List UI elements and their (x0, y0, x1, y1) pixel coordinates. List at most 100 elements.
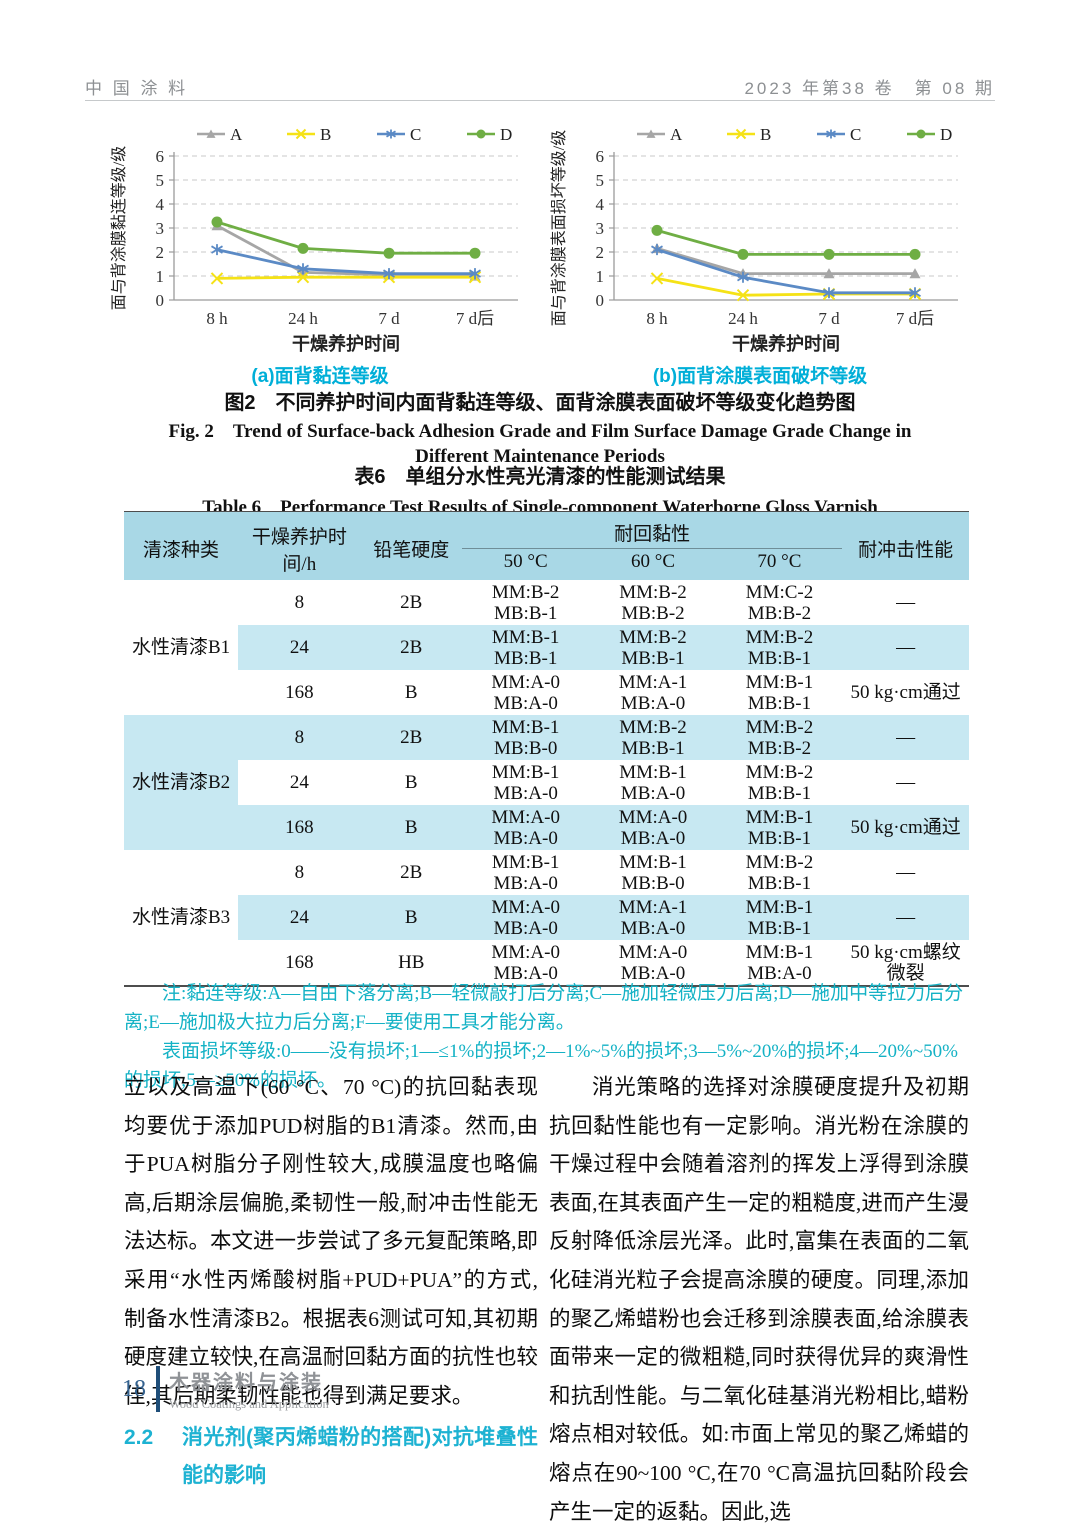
antitack-value: MM:B-1 (491, 851, 560, 873)
antitack-value: MM:B-1 (745, 896, 814, 918)
antitack-70c-cell: MM:B-2 MB:B-1 (716, 625, 843, 670)
antitack-70c-cell: MM:B-1 MB:B-1 (717, 670, 843, 715)
y-tick-label: 3 (596, 219, 605, 238)
antitack-value: MB:B-1 (621, 737, 685, 759)
antitack-60c-cell: MM:B-1 MB:A-0 (589, 760, 716, 805)
impact-cell: — (842, 625, 969, 670)
table-row: 24 B MM:B-1 MB:A-0 MM:B-1 MB:A-0 MM:B-2 MB:B-1— (124, 760, 969, 805)
x-tick-label: 24 h (288, 309, 318, 328)
antitack-value: MM:B-2 (745, 716, 814, 738)
footer-bar (156, 1366, 160, 1412)
drying-time-cell: 168 (238, 805, 361, 850)
section-heading-2-2: 2.2 消光剂(聚丙烯蜡粉的搭配)对抗堆叠性能的影响 (124, 1419, 538, 1495)
antitack-value: MB:A-0 (493, 782, 558, 804)
x-tick-label: 7 d后 (456, 309, 494, 328)
asterisk-marker (386, 129, 396, 139)
body-paragraph-left: 立以及高温下(60 °C、70 °C)的抗回黏表现均要优于添加PUD树脂的B1清… (124, 1075, 538, 1408)
y-tick-label: 2 (156, 243, 165, 262)
table-row: 水性清漆B3 8 2B MM:B-1 MB:A-0 MM:B-1 MB:B-0 MM:B-2 M… (124, 850, 969, 929)
triangle-marker (909, 268, 921, 279)
note-damage-grades: 表面损坏等级:0——没有损坏;1—≤1%的损坏;2—1%~5%的损坏;3—5%~… (124, 1041, 958, 1091)
performance-table: 清漆种类 干燥养护时间/h 铅笔硬度 耐回黏性 耐冲击性能 50 °C 60 °… (124, 511, 969, 987)
x-marker (295, 128, 307, 140)
col-header-impact: 耐冲击性能 (842, 511, 969, 580)
antitack-70c-cell: MM:B-2 MB:B-1 (717, 760, 843, 805)
antitack-60c-cell: MM:B-2 MB:B-1 (589, 715, 717, 760)
legend-label: D (940, 125, 952, 144)
antitack-value: MM:A-0 (618, 941, 688, 963)
antitack-value: MM:B-1 (491, 626, 560, 648)
antitack-50c-cell: MM:A-0 MB:A-0 (461, 895, 590, 940)
antitack-60c-cell: MM:A-0 MB:A-0 (589, 940, 716, 986)
x-tick-label: 7 d后 (896, 309, 934, 328)
y-tick-label: 6 (156, 147, 165, 166)
header-divider (85, 100, 995, 101)
asterisk-marker (297, 263, 309, 275)
chart-b-caption: (b)面背涂膜表面破坏等级 (652, 366, 868, 387)
circle-marker (916, 129, 926, 139)
series-line-B (216, 275, 475, 280)
antitack-value: MB:A-0 (747, 962, 812, 984)
antitack-value: MB:B-2 (747, 602, 812, 624)
antitack-value: MM:B-1 (745, 806, 814, 828)
impact-cell: — (896, 772, 916, 793)
table-row: 168 HB MM:A-0 MB:A-0 MM:A-0 MB:A-0 MM:B-1 MB:A-… (124, 940, 969, 986)
legend-label: B (760, 125, 771, 144)
antitack-value: MM:A-0 (491, 671, 560, 693)
series-line-D (656, 229, 915, 256)
antitack-value: MB:B-1 (493, 602, 558, 624)
antitack-70c-cell: MM:B-1 MB:B-1 (716, 895, 843, 940)
table-row: 水性清漆B1 8 2B MM:B-2 MB:B-1 MM:B-2 MB:B-2 MM:C-2 M… (124, 580, 969, 659)
impact-cell: 50 kg·cm通过 (842, 805, 969, 850)
antitack-50c-cell: MM:B-2 MB:B-1 (462, 580, 589, 625)
antitack-value: MM:B-2 (745, 626, 814, 648)
antitack-60c-cell: MM:A-1 MB:A-0 (589, 670, 716, 715)
section-number: 2.2 (124, 1426, 154, 1450)
antitack-value: MB:B-2 (621, 602, 685, 624)
issue-info: 2023 年第38 卷 第 08 期 (744, 79, 995, 98)
antitack-value: MB:A-0 (620, 962, 686, 984)
antitack-value: MB:A-0 (493, 692, 558, 714)
table-6: 清漆种类 干燥养护时间/h 铅笔硬度 耐回黏性 耐冲击性能 50 °C 60 °… (124, 511, 969, 987)
antitack-value: MB:B-0 (493, 737, 558, 759)
body-paragraph-right: 消光策略的选择对涂膜硬度提升及初期抗回黏性能也有一定影响。消光粉在涂膜的干燥过程… (549, 1075, 969, 1524)
legend-label: C (410, 125, 421, 144)
col-header-drying-time: 干燥养护时间/h (238, 511, 361, 580)
y-tick-label: 3 (156, 219, 165, 238)
body-column-left: 立以及高温下(60 °C、70 °C)的抗回黏表现均要优于添加PUD树脂的B1清… (124, 1068, 538, 1495)
hardness-cell: B (404, 772, 418, 793)
circle-marker (297, 242, 309, 254)
antitack-value: MB:A-0 (620, 692, 686, 714)
antitack-value: MM:B-1 (619, 761, 687, 783)
drying-time-cell: 168 (285, 952, 314, 973)
antitack-value: MM:A-0 (491, 896, 560, 918)
antitack-value: MB:A-0 (493, 917, 558, 939)
antitack-70c-cell: MM:B-1 MB:B-1 (716, 805, 843, 850)
x-tick-label: 7 d (818, 309, 840, 328)
hardness-cell: B (404, 682, 418, 703)
antitack-60c-cell: MM:B-2 MB:B-2 (589, 580, 716, 625)
asterisk-marker (211, 244, 223, 256)
x-tick-label: 8 h (646, 309, 668, 328)
antitack-value: MM:A-0 (491, 941, 560, 963)
table-body: 水性清漆B1 8 2B MM:B-2 MB:B-1 MM:B-2 MB:B-2 MM:C-2 M… (124, 580, 969, 986)
col-header-varnish-type: 清漆种类 (124, 511, 239, 580)
antitack-70c-cell: MM:C-2 MB:B-2 (717, 580, 843, 625)
page-number: 18 (122, 1375, 146, 1402)
page-header: 中 国 涂 料 2023 年第38 卷 第 08 期 (85, 74, 995, 99)
col-header-60c: 60 °C (589, 548, 717, 580)
impact-cell: — (842, 895, 969, 940)
figure-caption-zh: 图2 不同养护时间内面背黏连等级、面背涂膜表面破坏等级变化趋势图 (224, 392, 856, 414)
drying-time-cell: 168 (285, 682, 314, 703)
impact-cell: — (896, 862, 916, 883)
antitack-60c-cell: MM:A-1 MB:A-0 (589, 895, 717, 940)
varnish-type-cell: 水性清漆B2 (124, 715, 239, 850)
y-tick-label: 4 (156, 195, 165, 214)
antitack-value: MM:B-1 (491, 761, 560, 783)
antitack-value: MB:B-1 (747, 782, 812, 804)
antitack-value: MB:B-1 (621, 647, 685, 669)
footer-title-en: Wood Coatings and Application (169, 1397, 329, 1411)
antitack-value: MM:B-2 (619, 716, 687, 738)
series-line-A (216, 224, 476, 278)
antitack-value: MB:B-1 (747, 872, 812, 894)
